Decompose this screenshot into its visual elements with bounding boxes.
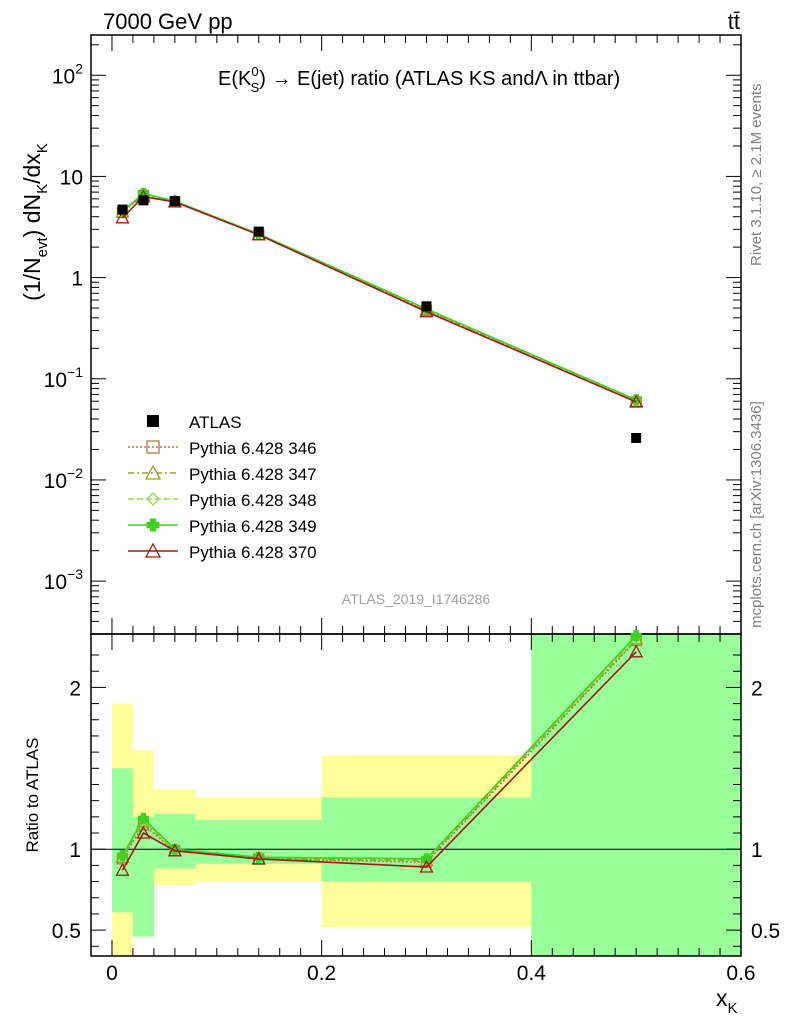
series-marker (630, 394, 642, 406)
ratio-y-tick-label: 0.5 (52, 920, 81, 943)
y-tick-label: 10 (60, 166, 83, 189)
svg-text:Rivet 3.1.10, ≥ 2.1M events: Rivet 3.1.10, ≥ 2.1M events (748, 84, 765, 267)
series-marker (137, 812, 149, 824)
series-marker (630, 630, 642, 642)
data-point (253, 226, 264, 237)
legend-label: Pythia 6.428 370 (189, 543, 317, 562)
series-marker (167, 843, 182, 857)
series-line (121, 195, 637, 403)
series-line (121, 635, 637, 860)
y-tick-label: 10−2 (44, 465, 84, 493)
legend-marker (144, 542, 162, 558)
y-tick-label: 10−3 (44, 566, 84, 594)
legend-marker (147, 415, 159, 427)
legend-label: ATLAS (189, 413, 242, 432)
rivet-label: Rivet 3.1.10, ≥ 2.1M events (748, 84, 765, 267)
svg-text:mcplots.cern.ch [arXiv:1306.34: mcplots.cern.ch [arXiv:1306.3436] (748, 401, 765, 628)
inner-uncertainty-band (111, 768, 133, 913)
data-point (421, 301, 432, 312)
data-point (117, 204, 128, 215)
legend-marker (146, 492, 160, 506)
legend: ATLAS Pythia 6.428 346 Pythia 6.428 347 Pyt… (128, 413, 317, 562)
ratio-panel-frame (90, 633, 742, 957)
legend-label: Pythia 6.428 348 (189, 491, 317, 510)
data-point (631, 432, 642, 443)
y-tick-label: 102 (52, 60, 83, 88)
x-tick-label: 0.4 (517, 962, 547, 985)
legend-marker (146, 518, 160, 532)
y-tick-label: 10−1 (44, 364, 84, 392)
legend-marker (144, 464, 162, 480)
analysis-id: ATLAS_2019_I1746286 (342, 591, 491, 607)
inner-uncertainty-band (132, 816, 154, 937)
series-marker (251, 851, 266, 865)
inner-uncertainty-band (153, 813, 196, 869)
data-point (169, 196, 180, 207)
ratio-y-tick-label: 2 (69, 677, 81, 700)
series-marker (253, 851, 265, 863)
y-axis-label-main: (1/Nevt) dNK/dxK (19, 143, 51, 301)
series-marker (115, 210, 130, 224)
data-point (138, 195, 149, 206)
series-marker (136, 825, 151, 839)
series-marker (116, 850, 128, 862)
x-tick-label: 0.2 (307, 962, 336, 985)
legend-label: Pythia 6.428 346 (189, 439, 317, 458)
atlas-data-points (117, 195, 642, 443)
series-marker (629, 394, 644, 408)
main-y-ticks: 10−3 10−2 10−1 1 10 102 (44, 44, 741, 635)
plot-title: E(K0 S) → E(jet) ratio (ATLAS KS andΛ in … (218, 64, 620, 95)
mcplots-label: mcplots.cern.ch [arXiv:1306.3436] (748, 401, 765, 628)
x-axis-label: xK (716, 985, 738, 1017)
series-line (121, 193, 637, 402)
series-marker (169, 843, 181, 855)
y-tick-label: 1 (71, 268, 83, 291)
y-axis-label-ratio: Ratio to ATLAS (23, 738, 42, 853)
x-tick-label: 0.6 (726, 962, 755, 985)
process-label: tt̄ (728, 9, 740, 34)
energy-label: 7000 GeV pp (103, 9, 233, 34)
svg-text:Ratio to ATLAS: Ratio to ATLAS (23, 738, 42, 853)
ratio-ticks: 0 0.2 0.4 0.6 0.5 0.5 1 1 2 2 (52, 35, 780, 985)
ratio-y-tick-label-right: 0.5 (751, 920, 780, 943)
inner-uncertainty-band (321, 797, 532, 882)
legend-marker (146, 440, 160, 454)
series-line (121, 194, 637, 403)
svg-text:(1/Nevt) dNK/dxK: (1/Nevt) dNK/dxK (19, 143, 51, 301)
inner-uncertainty-band (531, 634, 741, 956)
series-marker (629, 644, 644, 658)
legend-label: Pythia 6.428 349 (189, 517, 317, 536)
ratio-series (115, 630, 644, 876)
x-tick-label: 0 (106, 962, 118, 985)
series-line (121, 639, 637, 863)
series-marker (115, 862, 130, 876)
ratio-y-tick-label-right: 2 (751, 677, 763, 700)
series-line (121, 651, 637, 871)
ratio-y-tick-label: 1 (69, 839, 81, 862)
series-marker (419, 859, 434, 873)
uncertainty-bands (91, 634, 741, 956)
legend-label: Pythia 6.428 347 (189, 465, 317, 484)
main-series (115, 187, 644, 408)
ratio-y-tick-label-right: 1 (751, 839, 763, 862)
